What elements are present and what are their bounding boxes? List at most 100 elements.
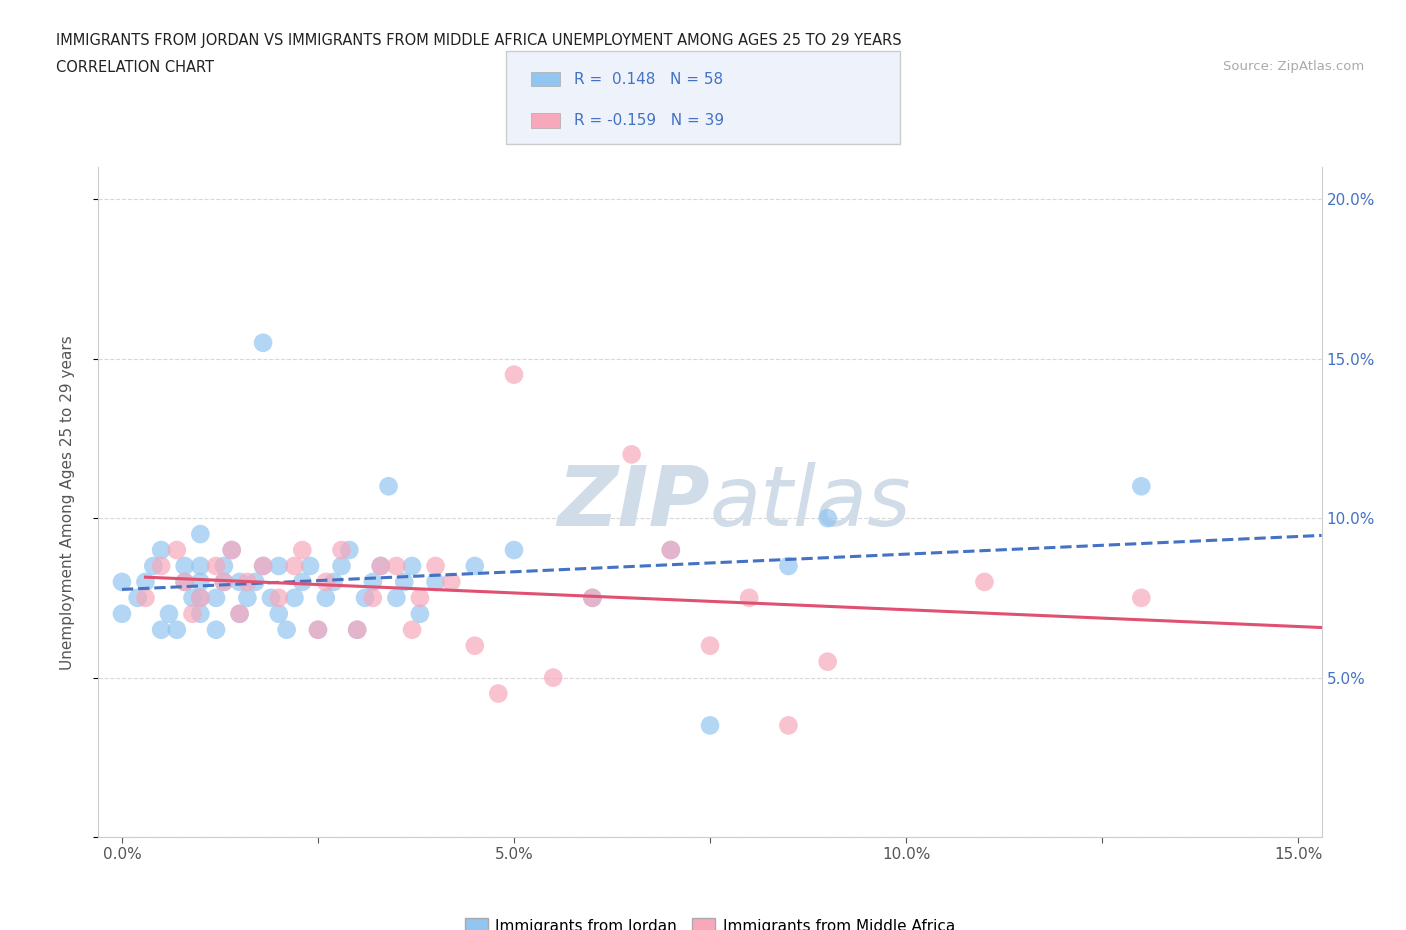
Point: [236, 591, 259, 605]
Point: [260, 591, 283, 605]
Point: [150, 542, 173, 557]
Point: [503, 367, 526, 382]
Point: [778, 718, 800, 733]
Point: [817, 654, 839, 669]
Point: [228, 606, 250, 621]
Point: [228, 606, 250, 621]
Point: [221, 542, 243, 557]
Point: [166, 542, 188, 557]
Point: [1130, 479, 1153, 494]
Point: [267, 591, 290, 605]
Point: [252, 559, 274, 574]
Point: [221, 542, 243, 557]
Point: [440, 575, 463, 590]
Point: [425, 559, 447, 574]
Point: [581, 591, 603, 605]
Point: [486, 686, 509, 701]
Point: [205, 622, 228, 637]
Point: [354, 591, 377, 605]
Point: [127, 591, 149, 605]
Point: [370, 559, 392, 574]
Point: [283, 559, 305, 574]
Point: [188, 575, 212, 590]
Point: [205, 559, 228, 574]
Point: [738, 591, 761, 605]
Point: [817, 511, 839, 525]
Point: [385, 591, 408, 605]
Point: [778, 559, 800, 574]
Point: [401, 622, 423, 637]
Point: [245, 575, 267, 590]
Point: [236, 575, 259, 590]
Point: [188, 591, 212, 605]
Point: [283, 591, 305, 605]
Point: [659, 542, 682, 557]
Point: [142, 559, 165, 574]
Point: [276, 622, 298, 637]
Point: [541, 671, 564, 685]
Point: [111, 575, 134, 590]
Point: [188, 526, 212, 541]
Point: [188, 606, 212, 621]
Point: [307, 622, 329, 637]
Point: [409, 606, 432, 621]
Point: [267, 606, 290, 621]
Point: [188, 591, 212, 605]
Point: [267, 559, 290, 574]
Point: [973, 575, 995, 590]
Point: [392, 575, 416, 590]
Point: [299, 559, 322, 574]
Point: [503, 542, 526, 557]
Point: [425, 575, 447, 590]
Point: [699, 718, 721, 733]
Point: [346, 622, 368, 637]
Point: [134, 575, 156, 590]
Point: [659, 542, 682, 557]
Point: [620, 447, 643, 462]
Y-axis label: Unemployment Among Ages 25 to 29 years: Unemployment Among Ages 25 to 29 years: [60, 335, 75, 670]
Legend: Immigrants from Jordan, Immigrants from Middle Africa: Immigrants from Jordan, Immigrants from …: [458, 911, 962, 930]
Point: [173, 575, 195, 590]
Point: [111, 606, 134, 621]
Text: ZIP: ZIP: [557, 461, 710, 543]
Point: [401, 559, 423, 574]
Point: [173, 575, 195, 590]
Point: [315, 591, 337, 605]
Point: [699, 638, 721, 653]
Point: [212, 575, 235, 590]
Point: [181, 591, 204, 605]
Point: [212, 559, 235, 574]
Point: [150, 622, 173, 637]
Text: CORRELATION CHART: CORRELATION CHART: [56, 60, 214, 75]
Point: [157, 606, 180, 621]
Point: [188, 559, 212, 574]
Point: [385, 559, 408, 574]
Point: [291, 575, 314, 590]
Point: [228, 575, 250, 590]
Text: IMMIGRANTS FROM JORDAN VS IMMIGRANTS FROM MIDDLE AFRICA UNEMPLOYMENT AMONG AGES : IMMIGRANTS FROM JORDAN VS IMMIGRANTS FRO…: [56, 33, 901, 47]
Point: [346, 622, 368, 637]
Text: R = -0.159   N = 39: R = -0.159 N = 39: [574, 113, 724, 128]
Point: [330, 542, 353, 557]
Point: [1130, 591, 1153, 605]
Point: [409, 591, 432, 605]
Point: [173, 559, 195, 574]
Point: [181, 606, 204, 621]
Point: [307, 622, 329, 637]
Point: [377, 479, 399, 494]
Point: [464, 638, 486, 653]
Point: [291, 542, 314, 557]
Text: Source: ZipAtlas.com: Source: ZipAtlas.com: [1223, 60, 1364, 73]
Point: [150, 559, 173, 574]
Point: [581, 591, 603, 605]
Point: [370, 559, 392, 574]
Point: [322, 575, 344, 590]
Text: atlas: atlas: [710, 461, 911, 543]
Point: [166, 622, 188, 637]
Point: [205, 591, 228, 605]
Point: [252, 336, 274, 351]
Point: [464, 559, 486, 574]
Point: [212, 575, 235, 590]
Point: [330, 559, 353, 574]
Point: [337, 542, 360, 557]
